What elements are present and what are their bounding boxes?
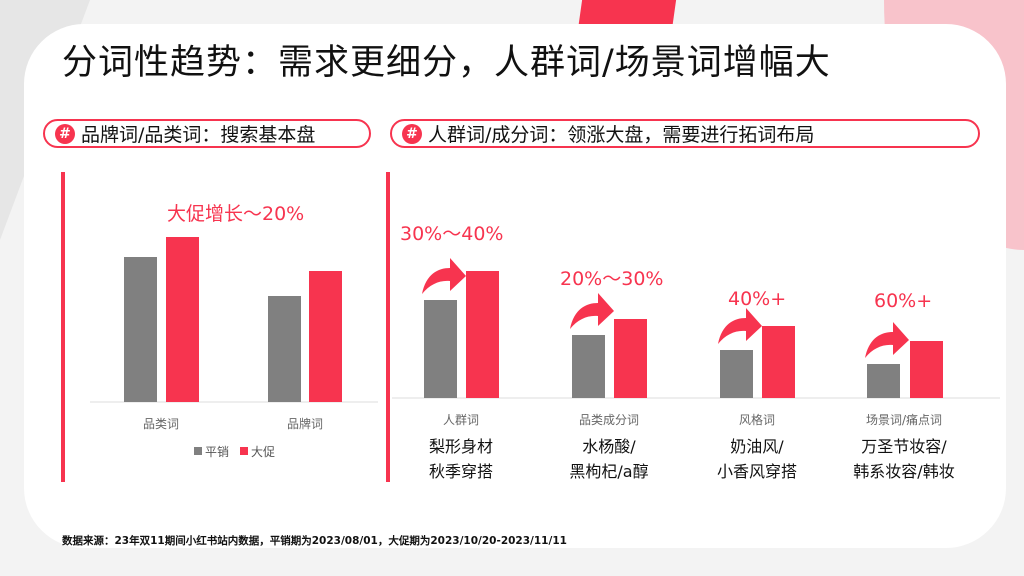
section-label-text: 品牌词/品类词：搜索基本盘 [81,124,316,146]
growth-arrow-icon [865,322,909,358]
divider [61,172,65,482]
bar-promo [166,237,199,402]
bar-promo [910,341,943,398]
bar-promo [466,271,499,398]
example-keywords: 梨形身材 [429,437,493,456]
category-label: 品类词 [143,417,179,431]
growth-annotation: 40%+ [728,288,786,310]
section-label-audience: # 人群词/成分词：领涨大盘，需要进行拓词布局 [390,119,980,148]
growth-annotation: 大促增长～20% [167,203,304,225]
bar-regular [867,364,900,398]
bar-regular [268,296,301,402]
bar-regular [424,300,457,398]
category-label: 风格词 [739,412,775,427]
bar-promo [614,319,647,398]
section-label-brand: # 品牌词/品类词：搜索基本盘 [43,119,371,148]
growth-annotation: 60%+ [874,290,932,312]
hash-icon: # [55,123,75,144]
bar-regular [124,257,157,402]
growth-arrow-icon [718,308,762,344]
bar-regular [720,350,753,398]
growth-annotation: 30%～40% [400,223,503,245]
legend-label: 平销 [205,445,229,459]
bar-promo [309,271,342,402]
category-label: 品类成分词 [579,413,639,427]
example-keywords: 小香风穿搭 [717,462,797,481]
hash-icon: # [402,123,422,144]
growth-arrow-icon [422,258,466,294]
footnote: 数据来源：23年双11期间小红书站内数据，平销期为2023/08/01，大促期为… [62,535,567,547]
page-title: 分词性趋势：需求更细分，人群词/场景词增幅大 [62,43,831,83]
category-label: 品牌词 [287,417,323,431]
legend-label: 大促 [251,445,275,459]
category-label: 人群词 [443,413,479,427]
example-keywords: 万圣节妆容/ [861,437,947,456]
divider [386,172,390,482]
example-keywords: 秋季穿搭 [429,462,493,481]
bar-regular [572,335,605,398]
example-keywords: 韩系妆容/韩妆 [853,462,954,481]
legend-swatch [240,447,248,455]
bar-promo [762,326,795,398]
legend-swatch [194,447,202,455]
example-keywords: 水杨酸/ [582,437,636,456]
example-keywords: 奶油风/ [730,437,784,456]
growth-arrow-icon [570,293,614,329]
example-keywords: 黑枸杞/a醇 [569,462,648,481]
category-label: 场景词/痛点词 [866,412,942,427]
growth-annotation: 20%～30% [560,268,663,290]
section-label-text: 人群词/成分词：领涨大盘，需要进行拓词布局 [428,124,815,146]
